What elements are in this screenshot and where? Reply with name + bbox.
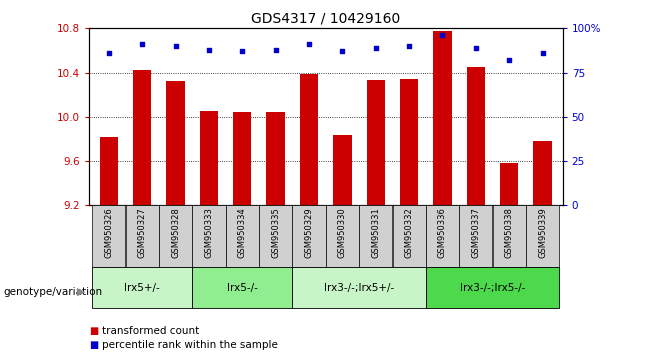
FancyBboxPatch shape (226, 205, 259, 267)
FancyBboxPatch shape (259, 205, 292, 267)
Bar (367, 80, 385, 205)
FancyBboxPatch shape (126, 205, 159, 267)
Point (237, 48, 247, 54)
Point (170, 43, 181, 49)
Bar (99, 137, 118, 205)
Bar (266, 113, 285, 205)
FancyBboxPatch shape (326, 205, 359, 267)
Text: GSM950339: GSM950339 (538, 207, 547, 258)
FancyBboxPatch shape (526, 205, 559, 267)
Text: lrx5+/-: lrx5+/- (124, 282, 160, 293)
Bar (300, 74, 318, 205)
Title: GDS4317 / 10429160: GDS4317 / 10429160 (251, 12, 400, 26)
Text: GSM950334: GSM950334 (238, 207, 247, 258)
Text: GSM950330: GSM950330 (338, 207, 347, 258)
Text: GSM950331: GSM950331 (371, 207, 380, 258)
Bar (400, 79, 418, 205)
Text: GSM950333: GSM950333 (205, 207, 213, 258)
Text: GSM950332: GSM950332 (405, 207, 414, 258)
FancyBboxPatch shape (292, 267, 426, 308)
Text: ■: ■ (89, 326, 98, 336)
Text: GSM950335: GSM950335 (271, 207, 280, 258)
Text: lrx3-/-;lrx5-/-: lrx3-/-;lrx5-/- (460, 282, 525, 293)
Text: lrx3-/-;lrx5+/-: lrx3-/-;lrx5+/- (324, 282, 394, 293)
Text: GSM950326: GSM950326 (105, 207, 113, 258)
FancyBboxPatch shape (92, 205, 126, 267)
Bar (467, 67, 485, 205)
FancyBboxPatch shape (426, 205, 459, 267)
Text: GSM950336: GSM950336 (438, 207, 447, 258)
FancyBboxPatch shape (192, 267, 292, 308)
Point (304, 41, 315, 47)
Bar (200, 111, 218, 205)
Text: genotype/variation: genotype/variation (3, 287, 103, 297)
FancyBboxPatch shape (359, 205, 392, 267)
FancyBboxPatch shape (292, 205, 326, 267)
Bar (534, 141, 552, 205)
Text: GSM950338: GSM950338 (505, 207, 514, 258)
FancyBboxPatch shape (493, 205, 526, 267)
Text: lrx5-/-: lrx5-/- (227, 282, 258, 293)
Point (538, 50, 548, 56)
Text: GSM950337: GSM950337 (471, 207, 480, 258)
Point (337, 48, 347, 54)
FancyBboxPatch shape (159, 205, 192, 267)
Text: ■: ■ (89, 340, 98, 350)
Point (437, 33, 447, 38)
FancyBboxPatch shape (192, 205, 226, 267)
Point (137, 41, 147, 47)
FancyBboxPatch shape (393, 205, 426, 267)
Text: transformed count: transformed count (102, 326, 199, 336)
Bar (166, 81, 185, 205)
Bar (500, 163, 519, 205)
Point (470, 45, 481, 51)
FancyBboxPatch shape (426, 267, 559, 308)
Bar (233, 113, 251, 205)
Text: GSM950327: GSM950327 (138, 207, 147, 258)
Bar (333, 135, 351, 205)
Text: GSM950329: GSM950329 (305, 207, 313, 258)
Point (370, 45, 381, 51)
Point (204, 47, 215, 52)
Text: percentile rank within the sample: percentile rank within the sample (102, 340, 278, 350)
Point (404, 43, 415, 49)
Bar (133, 70, 151, 205)
Bar (434, 30, 451, 205)
Text: ▶: ▶ (77, 287, 85, 297)
FancyBboxPatch shape (92, 267, 192, 308)
FancyBboxPatch shape (459, 205, 492, 267)
Point (504, 57, 515, 63)
Text: GSM950328: GSM950328 (171, 207, 180, 258)
Point (103, 50, 114, 56)
Point (270, 47, 281, 52)
